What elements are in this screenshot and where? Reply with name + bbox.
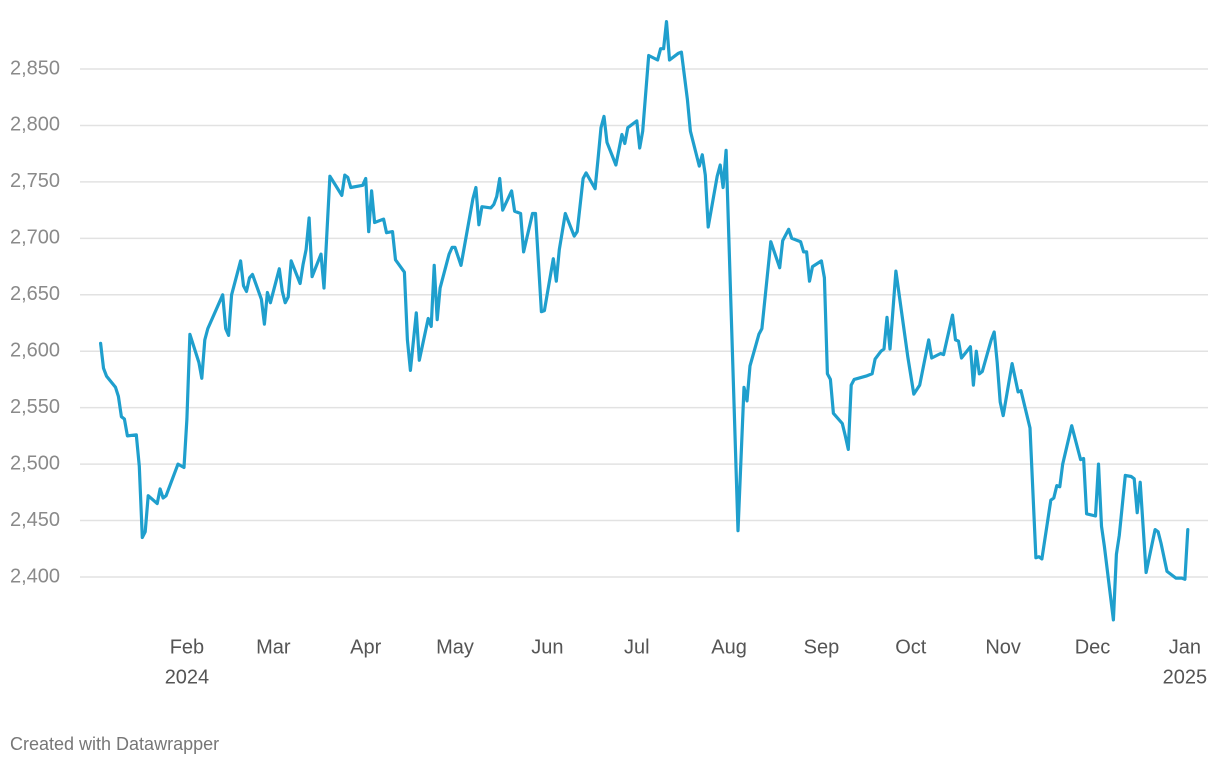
y-tick-label: 2,450	[10, 509, 60, 531]
y-tick-label: 2,650	[10, 283, 60, 305]
y-tick-label: 2,700	[10, 227, 60, 249]
y-tick-label: 2,750	[10, 170, 60, 192]
x-tick-label: Mar	[256, 636, 291, 658]
x-tick-label: Apr	[350, 636, 381, 658]
y-tick-label: 2,550	[10, 396, 60, 418]
x-tick-label: Feb	[170, 636, 204, 658]
x-tick-label: May	[436, 636, 474, 658]
x-tick-label: Dec	[1075, 636, 1111, 658]
x-tick-year: 2024	[165, 666, 210, 688]
x-tick-label: Sep	[804, 636, 840, 658]
y-tick-label: 2,800	[10, 114, 60, 136]
footer: Created with Datawrapper	[10, 734, 219, 754]
y-tick-label: 2,600	[10, 340, 60, 362]
x-tick-label: Aug	[711, 636, 747, 658]
y-tick-label: 2,850	[10, 57, 60, 79]
y-tick-label: 2,400	[10, 565, 60, 587]
x-tick-label: Nov	[985, 636, 1021, 658]
x-tick-year: 2025	[1163, 666, 1208, 688]
y-tick-label: 2,500	[10, 452, 60, 474]
x-tick-label: Oct	[895, 636, 927, 658]
x-tick-label: Jun	[531, 636, 563, 658]
x-tick-label: Jan	[1169, 636, 1201, 658]
x-tick-label: Jul	[624, 636, 650, 658]
line	[99, 20, 1190, 622]
